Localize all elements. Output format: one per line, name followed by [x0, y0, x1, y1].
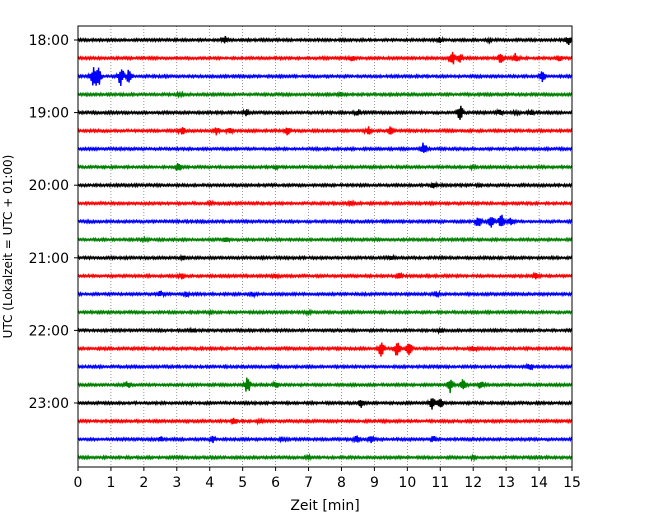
x-tick-label: 10	[398, 475, 416, 491]
x-tick-label: 7	[304, 475, 313, 491]
y-tick-label: 19:00	[29, 106, 69, 122]
trace-2245	[77, 377, 573, 394]
x-tick-label: 13	[497, 475, 515, 491]
trace-2000	[77, 180, 573, 189]
trace-1830	[77, 67, 573, 86]
x-tick-label: 12	[464, 475, 482, 491]
x-tick-label: 6	[271, 475, 280, 491]
trace-2315	[77, 417, 573, 426]
trace-1800	[77, 35, 573, 46]
y-axis-label: UTC (Lokalzeit = UTC + 01:00)	[1, 155, 15, 339]
trace-1915	[77, 126, 573, 136]
trace-2100	[77, 253, 573, 262]
x-tick-label: 8	[337, 475, 346, 491]
y-tick-label: 20:00	[29, 178, 69, 194]
y-tick-label: 23:00	[29, 396, 69, 412]
trace-2115	[77, 271, 573, 280]
y-tick-label: 18:00	[29, 33, 69, 49]
trace-2045	[77, 235, 573, 244]
trace-2230	[77, 362, 573, 371]
trace-2345	[77, 452, 573, 463]
trace-1845	[77, 90, 573, 99]
x-axis-label: Zeit [min]	[290, 498, 359, 514]
x-tick-label: 3	[172, 475, 181, 491]
trace-2330	[77, 434, 573, 444]
trace-2130	[77, 289, 573, 299]
x-tick-label: 5	[238, 475, 247, 491]
x-axis-ticks: 0 1 2 3 4 5 6 7 8 9 10 11 12 13 14 15	[74, 467, 581, 491]
x-tick-label: 0	[74, 475, 83, 491]
x-tick-label: 2	[139, 475, 148, 491]
trace-2215	[77, 342, 573, 357]
x-tick-label: 14	[530, 475, 548, 491]
trace-1930	[77, 142, 573, 153]
x-tick-label: 9	[370, 475, 379, 491]
trace-2015	[77, 199, 573, 208]
x-tick-label: 1	[106, 475, 115, 491]
x-tick-label: 4	[205, 475, 214, 491]
y-tick-label: 21:00	[29, 251, 69, 267]
trace-2145	[77, 308, 573, 317]
y-axis-ticks: 18:00 19:00 20:00 21:00 22:00 23:00	[29, 33, 78, 412]
trace-2030	[77, 214, 573, 228]
x-tick-label: 15	[563, 475, 581, 491]
trace-2200	[77, 326, 573, 335]
trace-2300	[77, 398, 573, 410]
trace-1815	[77, 51, 573, 65]
x-gridlines	[110, 26, 540, 467]
y-tick-label: 22:00	[29, 323, 69, 339]
x-tick-label: 11	[431, 475, 449, 491]
trace-lines	[77, 35, 573, 463]
trace-1945	[77, 162, 573, 172]
trace-1900	[77, 105, 573, 120]
plot-frame	[77, 25, 573, 468]
